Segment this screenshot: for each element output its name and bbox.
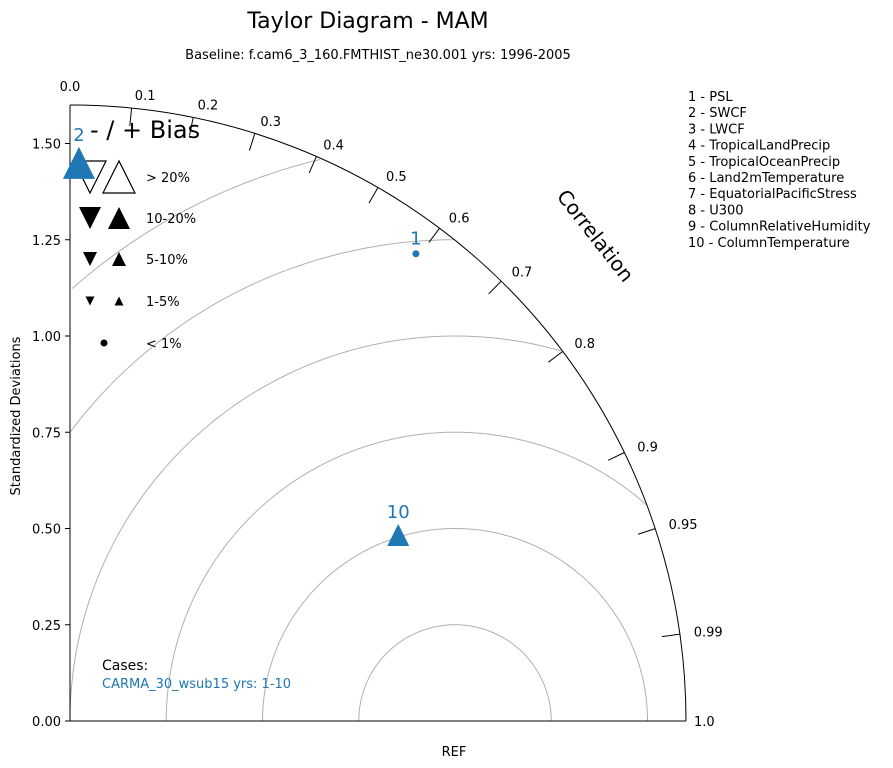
std-tick-label: 1.00 bbox=[32, 330, 61, 345]
correlation-tick-label: 0.6 bbox=[449, 212, 470, 227]
rmse-arc bbox=[69, 335, 562, 721]
legend-row-label: < 1% bbox=[146, 337, 182, 352]
data-point-marker bbox=[387, 523, 410, 546]
correlation-tick-mark bbox=[428, 227, 441, 243]
variable-list-item: 3 - LWCF bbox=[688, 122, 745, 137]
bias-legend-title: - / + Bias bbox=[90, 116, 200, 144]
rmse-arc bbox=[262, 528, 648, 721]
std-tick-label: 0.25 bbox=[32, 619, 61, 634]
y-axis-label: Standardized Deviations bbox=[9, 336, 24, 495]
legend-triangle-down bbox=[79, 207, 101, 229]
std-tick-label: 1.25 bbox=[32, 234, 61, 249]
std-tick-label: 0.00 bbox=[32, 715, 61, 730]
rmse-arc bbox=[70, 239, 455, 432]
axes bbox=[69, 104, 687, 722]
variable-list-item: 2 - SWCF bbox=[688, 106, 747, 121]
variable-list-item: 5 - TropicalOceanPrecip bbox=[688, 155, 840, 170]
correlation-tick-mark bbox=[189, 117, 194, 136]
correlation-tick-mark bbox=[607, 452, 625, 461]
correlation-label: Correlation bbox=[552, 185, 639, 287]
data-point-marker bbox=[62, 146, 95, 179]
legend-triangle-up bbox=[112, 252, 126, 266]
outer-arc bbox=[69, 104, 687, 722]
correlation-tick-label: 0.0 bbox=[60, 80, 81, 95]
bias-legend: - / + Bias > 20% 10-20% 5-10% 1-5% < 1% bbox=[73, 116, 200, 352]
legend-row-label: 10-20% bbox=[146, 212, 196, 227]
variable-list-item: 9 - ColumnRelativeHumidity bbox=[688, 220, 871, 235]
x-axis-label: REF bbox=[442, 745, 467, 760]
chart-subtitle: Baseline: f.cam6_3_160.FMTHIST_ne30.001 … bbox=[185, 48, 571, 63]
correlation-tick-label: 1.0 bbox=[694, 715, 715, 730]
legend-triangle-up bbox=[102, 159, 136, 194]
correlation-tick-label: 0.9 bbox=[637, 440, 658, 455]
correlation-tick-label: 0.7 bbox=[512, 266, 533, 281]
correlation-tick-mark bbox=[637, 528, 656, 535]
correlation-ticks: 0.0 0.1 0.2 0.3 0.4 0.5 0.6 0.7 0.8 0.9 0.95 0.99 1.… bbox=[60, 80, 723, 730]
variable-list-item: 7 - EquatorialPacificStress bbox=[688, 187, 857, 202]
data-point-label: 1 bbox=[410, 228, 421, 249]
correlation-tick-label: 0.5 bbox=[386, 170, 407, 185]
legend-dot bbox=[100, 339, 108, 347]
std-tick-label: 1.50 bbox=[32, 138, 61, 153]
rmse-arc bbox=[358, 624, 552, 722]
chart-title: Taylor Diagram - MAM bbox=[246, 9, 488, 34]
legend-triangle-down bbox=[85, 296, 95, 306]
rmse-arc bbox=[165, 431, 647, 721]
variable-list-item: 1 - PSL bbox=[688, 90, 733, 105]
correlation-tick-label: 0.4 bbox=[323, 138, 344, 153]
legend-triangle-up bbox=[114, 296, 124, 306]
variable-list-item: 10 - ColumnTemperature bbox=[688, 236, 850, 251]
rmse-arcs bbox=[69, 159, 648, 722]
correlation-tick-mark bbox=[488, 280, 502, 295]
legend-row-label: 5-10% bbox=[146, 253, 188, 268]
correlation-tick-label: 0.8 bbox=[574, 337, 595, 352]
data-point-label: 2 bbox=[73, 125, 84, 146]
correlation-tick-mark bbox=[548, 350, 564, 363]
variable-list-item: 8 - U300 bbox=[688, 203, 744, 218]
correlation-tick-mark bbox=[129, 108, 133, 127]
correlation-tick-label: 0.95 bbox=[669, 518, 698, 533]
correlation-tick-label: 0.2 bbox=[198, 99, 219, 114]
variable-list-item: 4 - TropicalLandPrecip bbox=[688, 139, 830, 154]
data-point-marker bbox=[412, 250, 420, 258]
rmse-arc bbox=[71, 159, 321, 289]
correlation-tick-mark bbox=[368, 187, 379, 204]
legend-triangle-up bbox=[108, 207, 130, 229]
legend-row-label: 1-5% bbox=[146, 295, 180, 310]
data-points: 1 2 10 bbox=[62, 125, 422, 546]
legend-row-label: > 20% bbox=[146, 171, 190, 186]
correlation-tick-label: 0.1 bbox=[135, 89, 156, 104]
legend-triangle-down bbox=[83, 252, 97, 266]
correlation-tick-mark bbox=[661, 633, 680, 638]
std-tick-label: 0.50 bbox=[32, 523, 61, 538]
correlation-tick-mark bbox=[248, 133, 256, 151]
correlation-tick-label: 0.3 bbox=[260, 115, 281, 130]
case-name: CARMA_30_wsub15 yrs: 1-10 bbox=[102, 677, 291, 692]
correlation-tick-mark bbox=[308, 156, 317, 174]
cases-label: Cases: bbox=[102, 658, 148, 674]
correlation-tick-label: 0.99 bbox=[694, 625, 723, 640]
std-tick-label: 0.75 bbox=[32, 426, 61, 441]
data-point-label: 10 bbox=[387, 502, 410, 523]
std-ticks: 0.00 0.25 0.50 0.75 1.00 1.25 1.50 bbox=[32, 138, 70, 730]
variable-list-item: 6 - Land2mTemperature bbox=[688, 171, 844, 186]
